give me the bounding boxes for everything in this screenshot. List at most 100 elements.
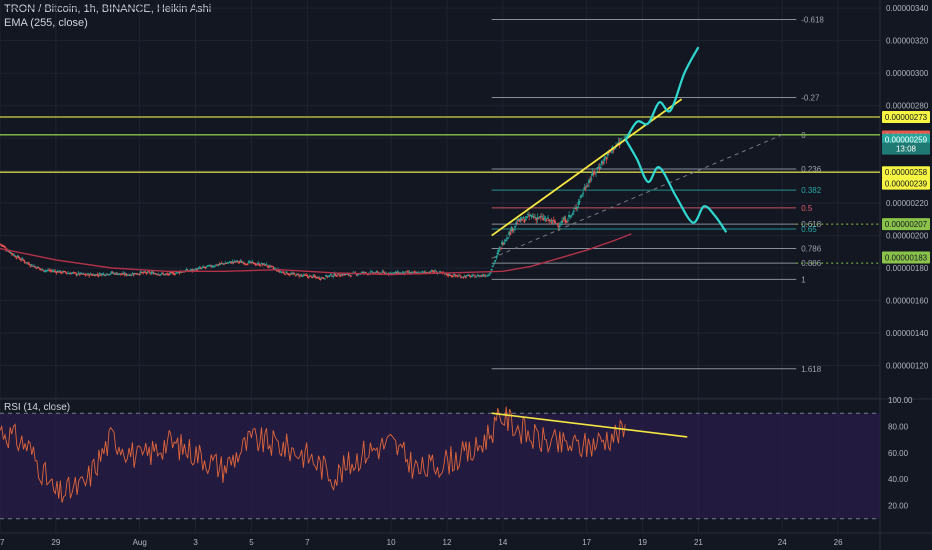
- candle-body: [568, 214, 571, 218]
- candle-body: [129, 274, 132, 276]
- candle-body: [408, 271, 411, 273]
- candle-body: [173, 274, 176, 276]
- candle-body: [231, 261, 234, 263]
- candle-body: [261, 264, 264, 266]
- candle-body: [284, 273, 287, 275]
- candle-body: [415, 272, 418, 274]
- candle-body: [557, 226, 560, 228]
- candle-body: [34, 266, 37, 268]
- candle-body: [65, 273, 68, 275]
- candle-body: [566, 220, 569, 222]
- rsi-axis-label: 40.00: [888, 475, 909, 484]
- candle-body: [401, 272, 404, 274]
- candle-body: [462, 276, 465, 278]
- candle-body: [345, 273, 348, 275]
- candle-body: [489, 272, 492, 274]
- candle-body: [75, 273, 78, 275]
- time-axis-label: 12: [443, 538, 452, 547]
- candle-body: [71, 272, 74, 274]
- candle-body: [92, 274, 95, 276]
- candle-body: [0, 244, 3, 246]
- candle-body: [201, 266, 204, 268]
- candle-body: [60, 271, 63, 273]
- candle-body: [325, 275, 328, 277]
- candle-body: [97, 275, 100, 277]
- candle-body: [494, 260, 497, 262]
- candle-body: [42, 269, 45, 272]
- candle-body: [455, 275, 458, 277]
- candle-body: [492, 263, 495, 265]
- candle-body: [230, 262, 233, 264]
- candle-body: [514, 225, 517, 228]
- candle-body: [535, 218, 538, 221]
- candle-body: [124, 273, 127, 275]
- candle-body: [430, 270, 433, 272]
- candle-body: [478, 275, 481, 277]
- candle-body: [148, 271, 151, 273]
- candle-body: [133, 272, 136, 275]
- candle-body: [238, 261, 241, 263]
- candle-body: [307, 276, 310, 278]
- candle-body: [212, 266, 215, 268]
- candle-body: [503, 242, 506, 244]
- candle-body: [255, 264, 258, 266]
- candle-body: [302, 274, 305, 276]
- candle-body: [217, 264, 220, 266]
- candle-body: [273, 268, 276, 270]
- price-badge: [882, 166, 930, 179]
- candle-body: [24, 262, 27, 264]
- candle-body: [321, 277, 324, 279]
- candle-body: [312, 275, 315, 277]
- candle-body: [20, 259, 23, 261]
- candle-body: [510, 227, 513, 231]
- candle-body: [333, 273, 336, 275]
- candle-body: [167, 274, 170, 276]
- candle-body: [294, 275, 297, 277]
- candle-body: [199, 268, 202, 270]
- candle-body: [477, 275, 480, 277]
- candle-body: [158, 274, 161, 276]
- candle-body: [247, 261, 250, 264]
- candle-body: [237, 261, 240, 263]
- candle-body: [393, 272, 396, 274]
- candle-body: [28, 264, 31, 266]
- candle-body: [521, 219, 524, 221]
- candle-body: [118, 273, 121, 275]
- candle-body: [320, 277, 323, 279]
- candle-body: [537, 217, 540, 219]
- candle-body: [49, 270, 52, 272]
- candle-body: [288, 274, 291, 276]
- candle-body: [145, 272, 148, 274]
- candle-body: [606, 152, 609, 156]
- candle-body: [30, 264, 33, 266]
- candle-body: [190, 269, 193, 271]
- candle-body: [507, 237, 510, 239]
- candle-body: [583, 187, 586, 190]
- candle-body: [522, 217, 525, 219]
- candle-body: [409, 272, 412, 274]
- candle-body: [335, 275, 338, 277]
- candle-body: [474, 276, 477, 278]
- candle-body: [434, 270, 437, 272]
- candle-body: [264, 264, 267, 266]
- candle-body: [454, 274, 457, 276]
- candle-body: [3, 246, 6, 248]
- candle-body: [410, 272, 413, 274]
- candle-body: [110, 271, 113, 273]
- candle-body: [164, 273, 167, 275]
- candle-body: [473, 274, 476, 276]
- candle-body: [279, 271, 282, 273]
- candle-body: [87, 273, 89, 275]
- candle-body: [180, 271, 183, 273]
- candle-body: [282, 272, 285, 274]
- candle-body: [152, 272, 155, 275]
- candle-body: [602, 161, 605, 164]
- candle-body: [218, 264, 221, 266]
- candle-body: [111, 272, 114, 274]
- candle-body: [270, 265, 273, 267]
- fib-level-label: 0.382: [801, 186, 822, 195]
- candle-body: [433, 271, 436, 273]
- candle-body: [515, 222, 518, 225]
- candle-body: [596, 167, 599, 170]
